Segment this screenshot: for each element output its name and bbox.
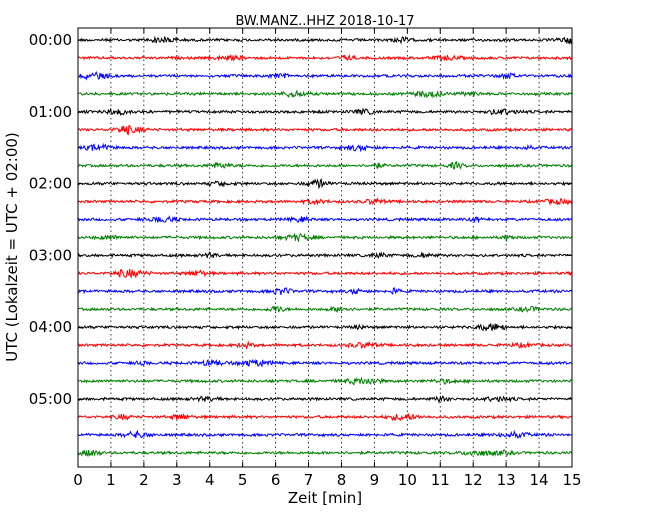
trace-line xyxy=(77,251,573,260)
x-tick-label: 15 xyxy=(562,471,581,489)
trace-line xyxy=(77,142,573,153)
x-tick-label: 8 xyxy=(337,471,347,489)
x-tick-label: 4 xyxy=(205,471,215,489)
trace-line xyxy=(77,177,573,190)
trace-line xyxy=(77,161,573,170)
trace-line xyxy=(77,232,573,243)
trace-line xyxy=(77,358,573,368)
chart-title: BW.MANZ..HHZ 2018-10-17 xyxy=(235,14,414,29)
x-tick-label: 11 xyxy=(431,471,450,489)
x-tick-label: 10 xyxy=(398,471,417,489)
x-tick-label: 1 xyxy=(106,471,116,489)
trace-line xyxy=(77,287,573,296)
trace-line xyxy=(77,53,573,63)
x-tick-label: 13 xyxy=(497,471,516,489)
trace-line xyxy=(77,107,573,117)
trace-line xyxy=(77,340,573,351)
trace-line xyxy=(77,89,573,99)
x-axis-label: Zeit [min] xyxy=(288,489,362,507)
trace-line xyxy=(77,323,573,332)
y-tick-label: 03:00 xyxy=(29,246,72,264)
trace-line xyxy=(77,376,573,386)
plot-frame xyxy=(77,27,573,468)
trace-line xyxy=(77,305,573,314)
trace-line xyxy=(77,71,573,81)
trace-line xyxy=(77,197,573,206)
x-tick-label: 5 xyxy=(238,471,248,489)
x-tick-label: 0 xyxy=(73,471,83,489)
trace-line xyxy=(77,395,573,404)
trace-line xyxy=(77,268,573,279)
trace-line xyxy=(77,449,573,458)
x-tick-label: 9 xyxy=(370,471,380,489)
y-tick-label: 00:00 xyxy=(29,31,72,49)
y-tick-label: 02:00 xyxy=(29,175,72,193)
x-tick-label: 7 xyxy=(304,471,314,489)
trace-line xyxy=(77,35,573,45)
y-tick-label: 05:00 xyxy=(29,390,72,408)
x-tick-label: 3 xyxy=(172,471,182,489)
trace-line xyxy=(77,124,573,136)
grid-layer xyxy=(110,28,540,467)
x-tick-label: 12 xyxy=(464,471,483,489)
y-tick-label: 01:00 xyxy=(29,103,72,121)
trace-line xyxy=(77,215,573,224)
trace-line xyxy=(77,412,573,422)
tick-layer: 0 1 2 3 4 5 6 7 8 9 10 11 12 13 14 1500:0001:0002:0003:… xyxy=(29,28,582,489)
trace-line xyxy=(77,429,573,439)
x-tick-label: 14 xyxy=(530,471,549,489)
x-tick-label: 6 xyxy=(271,471,281,489)
trace-layer xyxy=(77,35,573,458)
y-axis-label: UTC (Lokalzeit = UTC + 02:00) xyxy=(3,132,21,362)
x-tick-label: 2 xyxy=(139,471,149,489)
y-tick-label: 04:00 xyxy=(29,318,72,336)
